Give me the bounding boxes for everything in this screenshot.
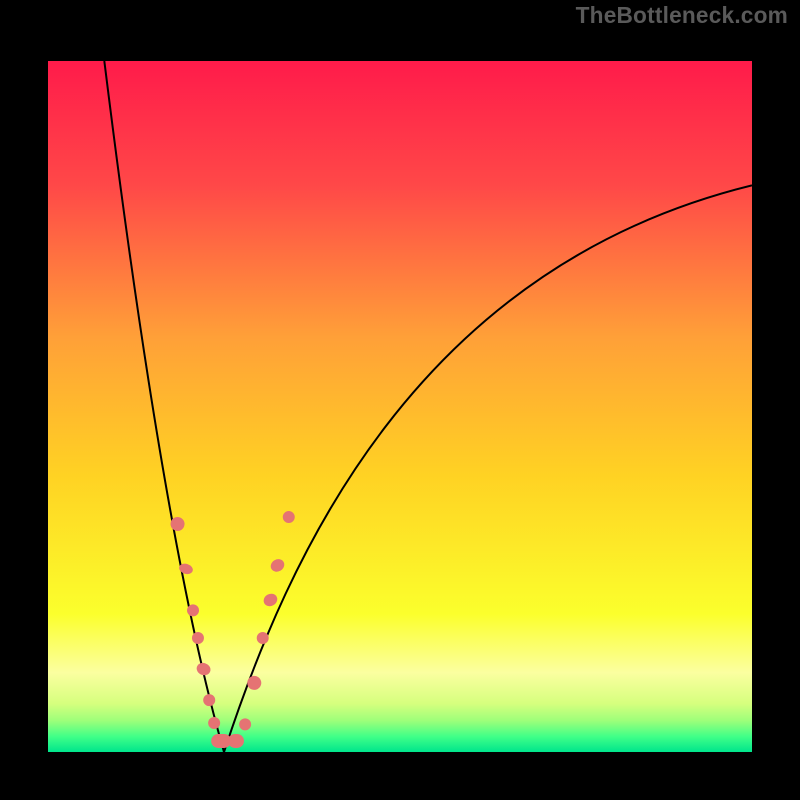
marker-dot <box>187 604 199 616</box>
marker-pill <box>228 734 244 748</box>
bottleneck-chart <box>0 0 800 800</box>
marker-pill-shape <box>228 734 244 748</box>
marker-dot <box>283 511 295 523</box>
chart-frame: TheBottleneck.com <box>0 0 800 800</box>
marker-dot <box>257 632 269 644</box>
marker-dot <box>192 632 204 644</box>
marker-dot <box>203 694 215 706</box>
marker-dot <box>239 718 251 730</box>
marker-dot <box>208 717 220 729</box>
